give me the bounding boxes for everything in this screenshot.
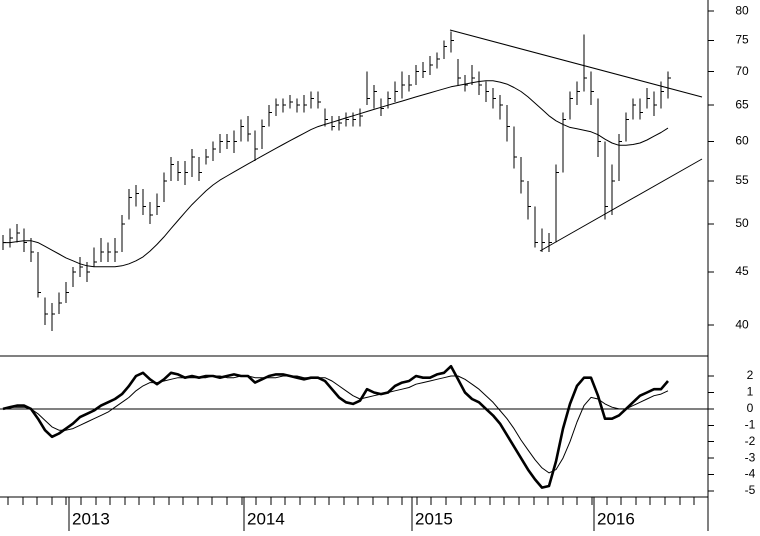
y-tick-label: 65 [735, 97, 749, 111]
y-tick-label: 55 [735, 173, 749, 187]
y-tick-label: 40 [735, 317, 749, 331]
y-tick-label: 2 [747, 368, 754, 382]
indicator-line [2, 364, 669, 489]
y-tick-label: -5 [745, 483, 756, 497]
y-tick-label: 0 [747, 401, 754, 415]
y-tick-label: 80 [735, 3, 749, 17]
x-tick-label: 2015 [415, 509, 453, 528]
y-tick-label: -1 [745, 417, 756, 431]
x-tick-label: 2013 [72, 509, 110, 528]
y-tick-label: 50 [735, 216, 749, 230]
y-tick-label: 70 [735, 64, 749, 78]
y-tick-label: -3 [745, 450, 756, 464]
support-trendline [539, 158, 703, 252]
x-tick-label: 2014 [247, 509, 285, 528]
y-tick-label: -2 [745, 434, 756, 448]
resistance-trendline [449, 29, 703, 98]
y-tick-label: 45 [735, 264, 749, 278]
indicator-line [2, 375, 669, 474]
y-tick-label: -4 [745, 467, 756, 481]
x-tick-label: 2016 [597, 509, 635, 528]
y-tick-label: 75 [735, 33, 749, 47]
y-tick-label: 60 [735, 134, 749, 148]
y-tick-label: 1 [747, 385, 754, 399]
moving-average [3, 80, 669, 268]
